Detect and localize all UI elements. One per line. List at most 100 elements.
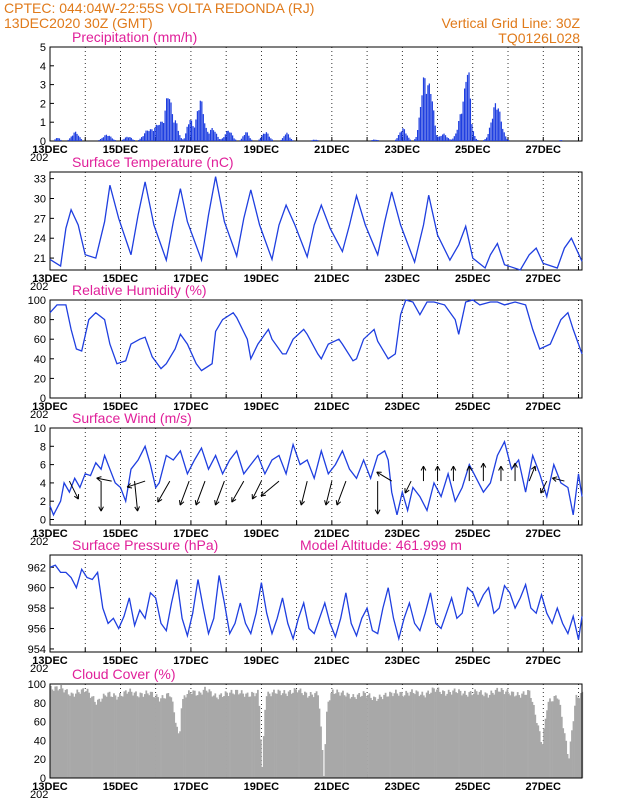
cloud-bar	[145, 690, 148, 778]
cloud-bar	[255, 693, 258, 778]
x-tick-label: 19DEC	[244, 144, 280, 156]
cloud-bar	[221, 697, 224, 778]
cloud-bar	[323, 776, 325, 778]
cloud-bar	[320, 726, 322, 778]
precip-bar	[193, 127, 196, 141]
x-stub-label: 202	[30, 663, 48, 675]
x-stub-label: 202	[30, 409, 48, 421]
precip-bar	[127, 137, 130, 141]
x-tick-label: 15DEC	[103, 144, 139, 156]
cloud-bar	[421, 691, 424, 778]
y-tick-label: 0	[40, 393, 46, 405]
precip-bar	[500, 121, 502, 141]
x-tick-label: 17DEC	[173, 655, 209, 667]
precip-bar	[491, 118, 494, 141]
x-tick-label: 15DEC	[103, 781, 139, 793]
precip-bar	[505, 136, 507, 141]
humidity-line	[49, 299, 583, 372]
precip-bar	[249, 138, 251, 141]
precip-bar	[271, 139, 273, 141]
cloud-bar	[217, 699, 220, 778]
wind-arrow	[231, 480, 245, 503]
x-stub-label: 202	[30, 152, 48, 164]
y-tick-label: 40	[34, 735, 46, 747]
y-tick-label: 80	[34, 315, 46, 327]
cloud-bar	[193, 690, 196, 778]
cloud-bar	[176, 726, 178, 778]
cloud-bar	[331, 689, 334, 778]
cloud-bar	[546, 710, 548, 778]
precip-bar	[148, 131, 150, 141]
cloud-bar	[205, 690, 208, 778]
cloud-bar	[142, 696, 145, 778]
precip-bar	[267, 133, 269, 141]
wind-arrow	[552, 476, 565, 482]
precip-bar	[286, 132, 288, 141]
x-tick-label: 23DEC	[385, 144, 421, 156]
precip-bar	[400, 131, 403, 141]
wind-arrow	[157, 480, 171, 503]
cloud-bar	[367, 695, 369, 778]
precip-bar	[98, 140, 100, 141]
y-tick-label: 958	[28, 603, 46, 615]
precip-bar	[268, 136, 270, 141]
cloud-bar	[154, 697, 156, 778]
x-tick-label: 25DEC	[455, 401, 491, 413]
header-date: 13DEC2020 30Z (GMT)	[4, 15, 153, 31]
cloud-bar	[248, 696, 250, 778]
cloud-bar	[107, 692, 110, 778]
x-tick-label: 23DEC	[385, 655, 421, 667]
precip-bar	[421, 95, 423, 141]
precip-bar	[123, 138, 125, 141]
precip-bar	[280, 139, 282, 141]
cloud-bar	[237, 694, 240, 778]
precip-bar	[224, 134, 226, 141]
cloud-bar	[506, 689, 509, 778]
cloud-bar	[556, 698, 559, 778]
wind-arrow	[299, 480, 308, 506]
precip-bar	[487, 134, 489, 141]
cloud-bar	[543, 728, 545, 778]
precip-bar	[449, 139, 451, 141]
cloud-bar	[328, 700, 331, 778]
cloud-bar	[111, 697, 114, 778]
cloud-bar	[403, 695, 406, 778]
cloud-bar	[185, 697, 187, 778]
x-tick-label: 25DEC	[455, 781, 491, 793]
y-tick-label: 21	[34, 253, 46, 265]
cloud-bar	[408, 695, 410, 778]
cloud-bar	[538, 731, 541, 778]
cloud-bar	[168, 696, 171, 778]
cloud-bar	[359, 696, 362, 778]
precip-bar	[177, 130, 179, 141]
cloud-bar	[95, 704, 98, 778]
precip-bar	[99, 139, 102, 141]
y-tick-label: 0	[40, 136, 46, 148]
cloud-bar	[258, 705, 261, 778]
precip-bar	[158, 124, 160, 141]
cloud-bar	[469, 691, 472, 778]
precip-bar	[229, 132, 231, 141]
cloud-bar	[453, 688, 456, 778]
cloud-bar	[431, 687, 434, 778]
cloud-bar	[211, 696, 214, 778]
cloud-bar	[105, 696, 108, 778]
precip-bar	[418, 117, 420, 141]
precip-bar	[69, 138, 71, 141]
cloud-bar	[166, 693, 168, 778]
cloud-bar	[77, 692, 80, 778]
cloud-bar	[73, 696, 76, 778]
cloud-bar	[180, 708, 183, 778]
wind-arrow	[194, 480, 206, 506]
cloud-bar	[337, 692, 340, 778]
panel-title: Precipitation (mm/h)	[72, 29, 197, 45]
cloud-bar	[186, 694, 189, 778]
cloud-bar	[533, 705, 535, 778]
cloud-bar	[352, 694, 355, 778]
cloud-bar	[283, 690, 286, 778]
precip-bar	[72, 135, 74, 141]
cloud-bar	[157, 697, 159, 778]
panel-title: Relative Humidity (%)	[72, 282, 207, 298]
precip-bar	[488, 127, 491, 141]
precip-bar	[477, 140, 479, 141]
